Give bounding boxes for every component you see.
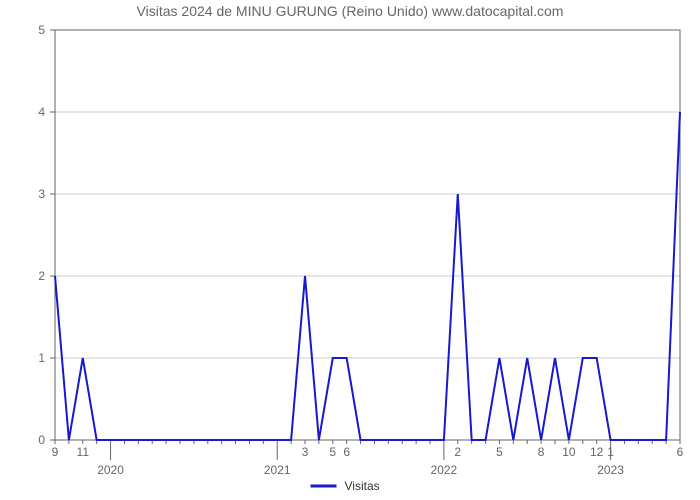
y-tick-label: 2: [38, 269, 45, 283]
x-year-label: 2021: [264, 463, 291, 477]
y-tick-label: 1: [38, 351, 45, 365]
x-month-label: 6: [677, 445, 684, 459]
legend-label: Visitas: [345, 479, 380, 493]
x-month-label: 12: [590, 445, 604, 459]
x-month-label: 5: [496, 445, 503, 459]
x-month-label: 2: [454, 445, 461, 459]
x-month-label: 6: [343, 445, 350, 459]
legend-swatch: [311, 485, 337, 488]
x-month-label: 3: [302, 445, 309, 459]
x-year-label: 2022: [431, 463, 458, 477]
x-month-label: 10: [562, 445, 576, 459]
chart-title: Visitas 2024 de MINU GURUNG (Reino Unido…: [137, 3, 564, 19]
x-month-label: 5: [329, 445, 336, 459]
chart-container: Visitas 2024 de MINU GURUNG (Reino Unido…: [0, 0, 700, 500]
x-month-label: 11: [77, 445, 90, 459]
x-month-label: 9: [52, 445, 59, 459]
line-chart-svg: Visitas 2024 de MINU GURUNG (Reino Unido…: [0, 0, 700, 500]
y-tick-label: 4: [38, 105, 45, 119]
y-tick-label: 5: [38, 23, 45, 37]
y-tick-label: 3: [38, 187, 45, 201]
y-tick-label: 0: [38, 433, 45, 447]
x-year-label: 2020: [97, 463, 124, 477]
x-year-label: 2023: [597, 463, 624, 477]
x-month-label: 8: [538, 445, 545, 459]
